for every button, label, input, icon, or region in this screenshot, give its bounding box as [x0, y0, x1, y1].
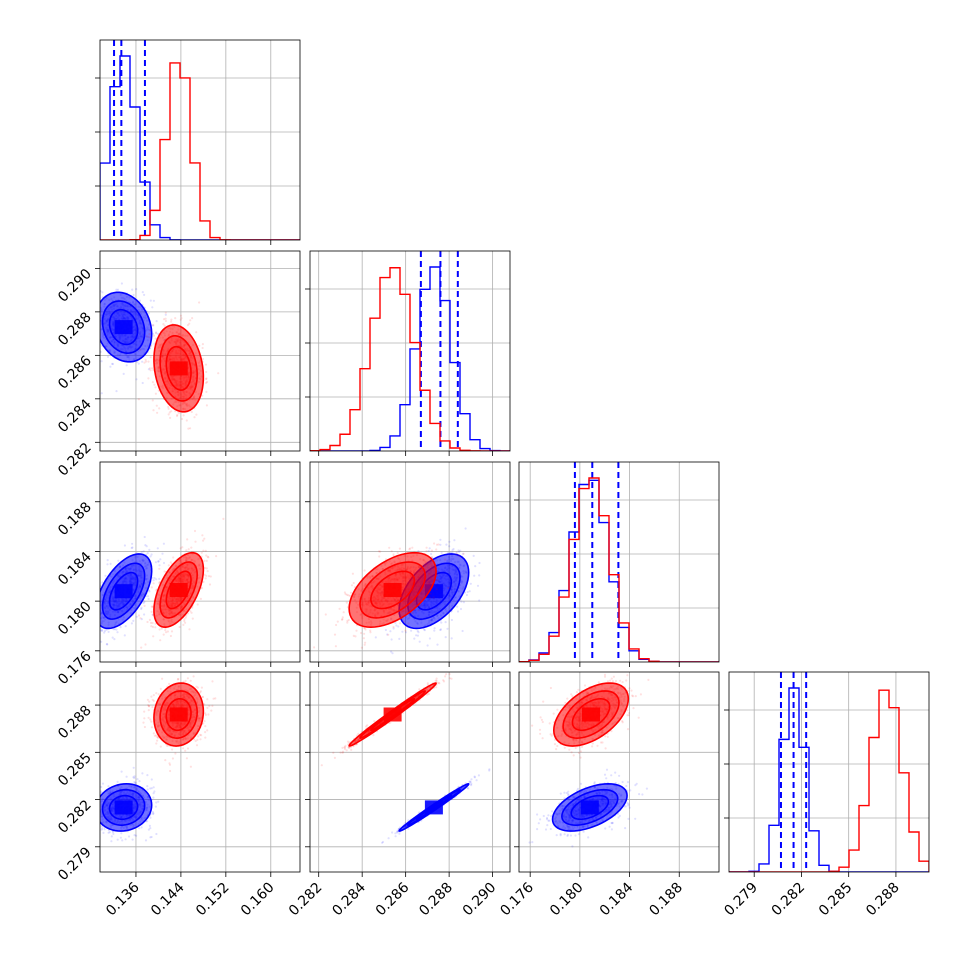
- panel-frame: [728, 671, 930, 873]
- histogram-red-1: [310, 267, 510, 451]
- density-peak-blue: [424, 800, 443, 815]
- density-peak-blue: [114, 584, 133, 599]
- panel-3-0: [95, 671, 301, 877]
- x-tick-label: 0.160: [238, 880, 278, 920]
- panel-frame: [99, 39, 301, 241]
- y-tick-label: 0.188: [55, 499, 95, 539]
- x-tick-label: 0.184: [597, 879, 637, 919]
- y-tick-label: 0.180: [55, 599, 95, 639]
- panel-frame: [99, 250, 301, 452]
- histogram-blue-3: [729, 687, 929, 872]
- x-tick-label: 0.188: [646, 880, 686, 920]
- y-tick-label: 0.279: [55, 844, 95, 884]
- panel-frame: [309, 250, 511, 452]
- x-tick-label: 0.288: [416, 880, 456, 920]
- y-tick-label: 0.282: [55, 797, 95, 837]
- x-tick-label: 0.285: [816, 880, 856, 920]
- density-peak-red: [169, 361, 188, 376]
- y-tick-label: 0.284: [55, 396, 95, 436]
- panel-0-0: [95, 39, 301, 245]
- density-peak-red: [383, 583, 402, 597]
- panel-2-2: [514, 461, 720, 667]
- x-tick-label: 0.284: [329, 879, 369, 919]
- x-tick-label: 0.144: [148, 879, 188, 919]
- y-tick-label: 0.286: [55, 353, 95, 393]
- panel-3-2: [514, 671, 720, 877]
- density-peak-red: [169, 707, 188, 722]
- density-peak-blue: [580, 800, 599, 815]
- density-peak-red: [582, 707, 600, 722]
- density-peak-red: [169, 583, 188, 597]
- x-tick-label: 0.290: [460, 880, 500, 920]
- y-tick-label: 0.176: [55, 648, 95, 688]
- density-peak-blue: [114, 800, 133, 815]
- x-tick-label: 0.288: [863, 880, 903, 920]
- panel-frame: [99, 671, 301, 873]
- x-tick-label: 0.282: [769, 880, 809, 920]
- y-tick-label: 0.282: [55, 440, 95, 480]
- x-tick-label: 0.136: [103, 879, 143, 919]
- panel-2-0: [95, 461, 301, 667]
- x-tick-label: 0.279: [721, 880, 761, 920]
- y-tick-label: 0.285: [55, 750, 95, 790]
- y-tick-label: 0.184: [55, 549, 95, 589]
- panel-3-1: [305, 671, 511, 877]
- histogram-red-3: [729, 689, 929, 872]
- panel-frame: [518, 461, 720, 663]
- y-tick-label: 0.290: [55, 266, 95, 306]
- panel-2-1: [305, 461, 511, 667]
- density-peak-red: [383, 707, 402, 722]
- panel-frame: [518, 671, 720, 873]
- x-tick-label: 0.282: [286, 880, 326, 920]
- y-tick-label: 0.288: [55, 703, 95, 743]
- panel-frame: [309, 461, 511, 663]
- x-tick-label: 0.286: [373, 879, 413, 919]
- density-peak-blue: [114, 320, 133, 335]
- panel-frame: [99, 461, 301, 663]
- panel-1-1: [305, 250, 511, 456]
- x-tick-label: 0.176: [497, 879, 537, 919]
- panel-1-0: [95, 250, 301, 456]
- x-tick-label: 0.152: [193, 880, 233, 920]
- panel-frame: [309, 671, 511, 873]
- y-tick-label: 0.288: [55, 309, 95, 349]
- panel-3-3: [724, 671, 930, 877]
- x-tick-label: 0.180: [547, 880, 587, 920]
